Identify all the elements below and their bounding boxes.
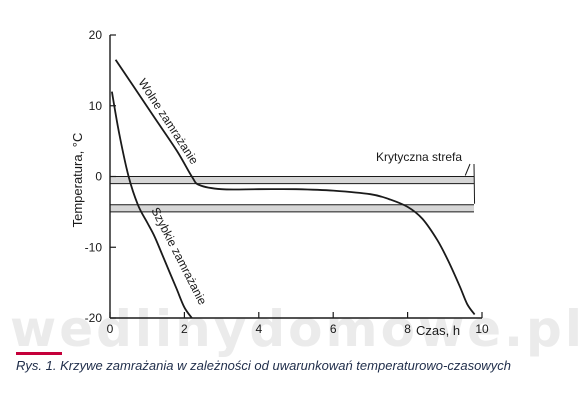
fast-freezing-label: Szybkie zamrażanie	[148, 205, 209, 307]
critical-zone-bands	[110, 176, 474, 213]
x-tick-label: 0	[107, 322, 114, 336]
ticks: -20 -10 0 10 20 0 2 4 6 8 10	[85, 28, 489, 336]
y-tick-label: 0	[95, 170, 102, 184]
figure-caption: Rys. 1. Krzywe zamrażania w zależności o…	[16, 358, 511, 373]
x-tick-label: 8	[404, 322, 411, 336]
series-line-0	[114, 59, 476, 316]
chart-svg: -20 -10 0 10 20 0 2 4 6 8 10 Temperatura, °C Czas,…	[70, 28, 489, 338]
y-tick-label: 20	[89, 28, 103, 42]
y-tick-label: -10	[85, 240, 103, 254]
y-axis-label: Temperatura, °C	[70, 133, 85, 228]
caption-accent-bar	[16, 352, 62, 355]
x-axis-label: Czas, h	[416, 323, 460, 338]
slow-freezing-label: Wolne zamrażanie	[135, 76, 201, 167]
critical-zone-label: Krytyczna strefa	[376, 150, 462, 164]
y-tick-label: 10	[89, 99, 103, 113]
critical-zone-callout	[464, 163, 476, 204]
series	[111, 59, 476, 319]
x-tick-label: 10	[475, 322, 489, 336]
critical-band-0	[110, 176, 474, 184]
critical-band-1	[110, 204, 474, 212]
callout-leader-upper	[464, 163, 471, 176]
y-tick-label: -20	[85, 311, 103, 325]
freezing-curves-chart: -20 -10 0 10 20 0 2 4 6 8 10 Temperatura, °C Czas,…	[70, 28, 489, 338]
series-line-1	[111, 91, 193, 319]
x-tick-label: 6	[330, 322, 337, 336]
x-tick-label: 4	[255, 322, 262, 336]
callout-leader-lower	[473, 163, 476, 204]
x-tick-label: 2	[181, 322, 188, 336]
